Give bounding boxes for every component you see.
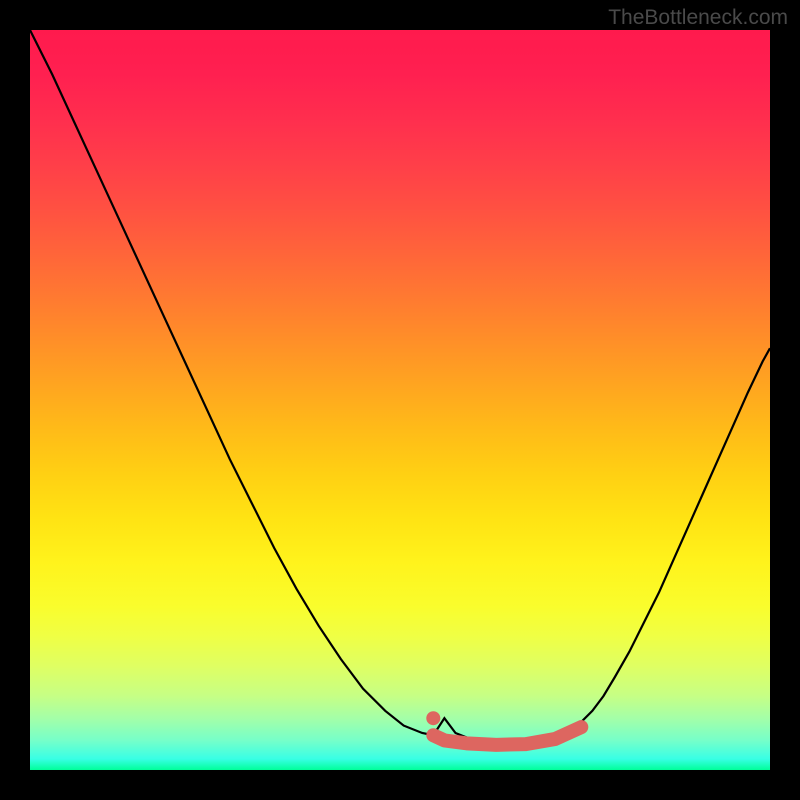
chart-area xyxy=(30,30,770,770)
watermark-text: TheBottleneck.com xyxy=(608,6,788,30)
marker-dot xyxy=(426,711,440,725)
curve-layer xyxy=(30,30,770,770)
optimal-range-band xyxy=(433,727,581,745)
bottleneck-curve xyxy=(30,30,770,744)
